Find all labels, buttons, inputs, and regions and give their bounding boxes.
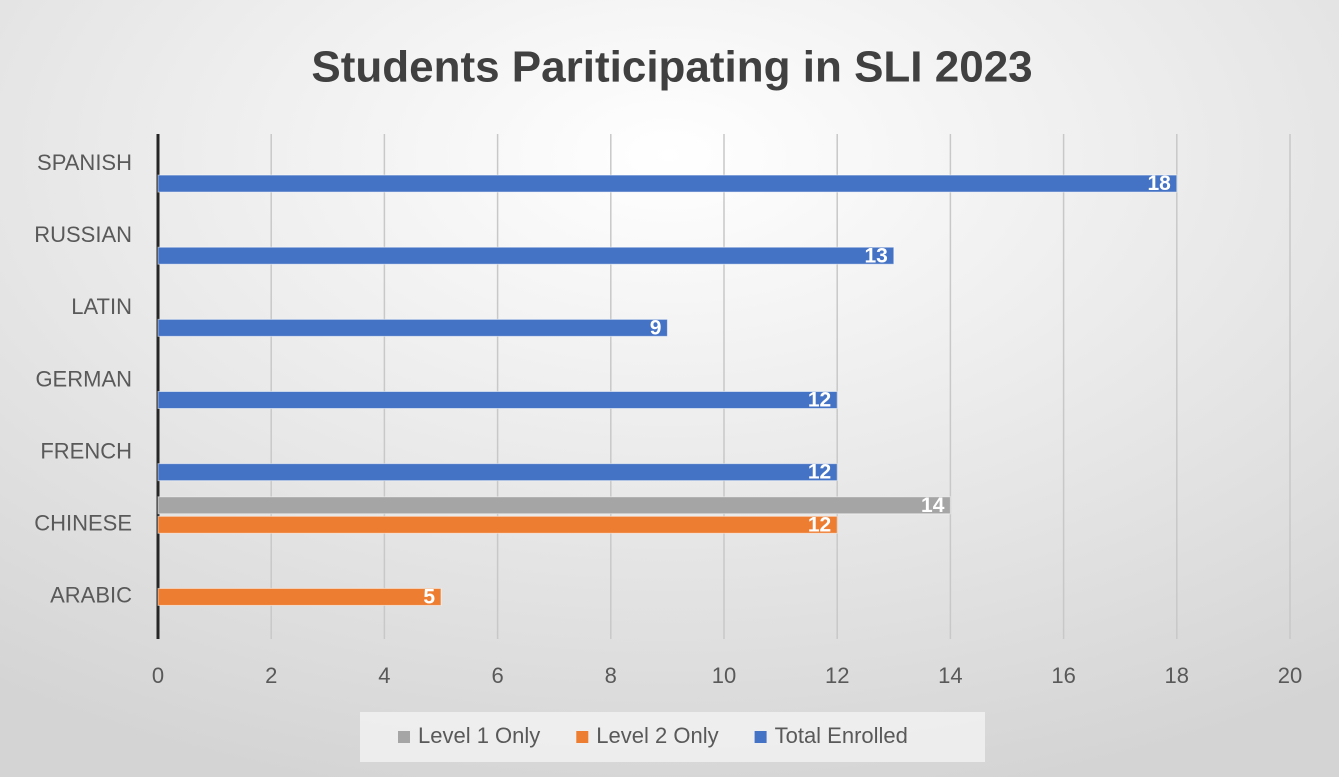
- y-tick-label: LATIN: [71, 294, 132, 319]
- bar: [157, 496, 951, 515]
- x-tick-label: 14: [938, 663, 962, 688]
- legend-swatch: [398, 731, 410, 743]
- data-label: 14: [921, 494, 945, 517]
- x-tick-label: 8: [605, 663, 617, 688]
- legend-box: [360, 712, 985, 762]
- bar: [157, 391, 838, 409]
- chart-title: Students Pariticipating in SLI 2023: [311, 43, 1032, 92]
- legend-swatch: [754, 731, 767, 743]
- legend-label: Level 2 Only: [596, 723, 718, 748]
- data-label: 18: [1147, 172, 1171, 195]
- bar: [157, 515, 838, 534]
- legend-label: Total Enrolled: [775, 723, 908, 748]
- data-label: 12: [808, 389, 831, 412]
- x-tick-label: 4: [378, 663, 390, 688]
- x-tick-label: 6: [491, 663, 503, 688]
- y-tick-label: CHINESE: [34, 511, 132, 536]
- bar: [157, 463, 838, 482]
- x-tick-label: 16: [1051, 663, 1075, 688]
- x-tick-label: 20: [1278, 663, 1302, 688]
- x-tick-label: 0: [152, 663, 164, 688]
- x-tick-label: 10: [712, 663, 736, 688]
- bar: [157, 246, 895, 265]
- data-label: 9: [650, 316, 662, 339]
- y-tick-label: SPANISH: [37, 150, 132, 175]
- y-tick-label: GERMAN: [35, 366, 132, 391]
- x-tick-label: 18: [1165, 663, 1189, 688]
- y-tick-label: ARABIC: [50, 583, 132, 608]
- bar: [157, 174, 1178, 193]
- data-label: 12: [808, 513, 831, 536]
- x-tick-label: 2: [265, 663, 277, 688]
- bar: [157, 318, 668, 337]
- data-label: 12: [808, 461, 831, 484]
- y-tick-label: RUSSIAN: [34, 222, 132, 247]
- x-tick-label: 12: [825, 663, 849, 688]
- legend-swatch: [576, 731, 589, 743]
- y-tick-label: FRENCH: [40, 438, 132, 463]
- legend-label: Level 1 Only: [418, 723, 540, 748]
- data-label: 5: [423, 585, 435, 608]
- data-label: 13: [864, 244, 887, 267]
- bar: [157, 587, 442, 606]
